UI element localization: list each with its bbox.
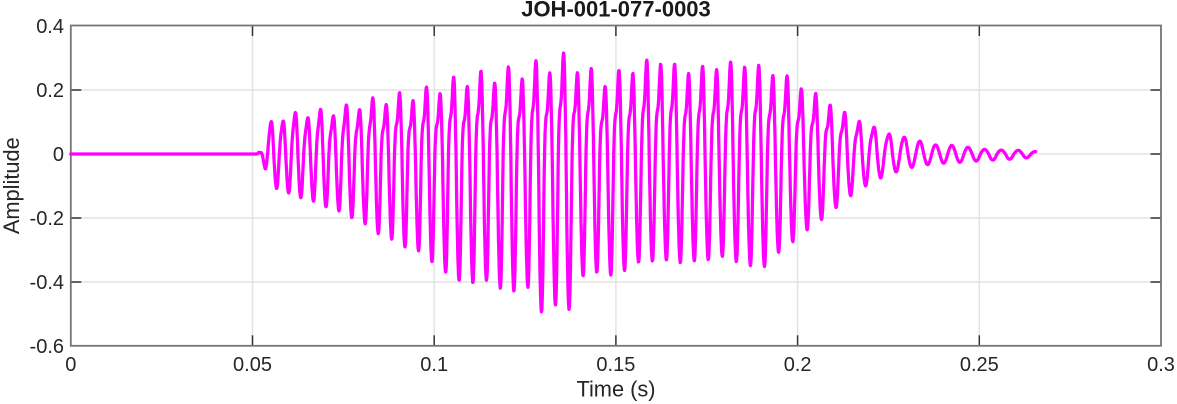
svg-text:0: 0: [65, 354, 76, 376]
svg-text:0.2: 0.2: [784, 354, 812, 376]
svg-text:0.1: 0.1: [420, 354, 448, 376]
svg-text:-0.6: -0.6: [30, 336, 64, 358]
svg-text:-0.2: -0.2: [30, 208, 64, 230]
svg-text:0.15: 0.15: [596, 354, 635, 376]
svg-text:0.25: 0.25: [960, 354, 999, 376]
svg-text:Amplitude: Amplitude: [0, 137, 24, 234]
svg-text:0.2: 0.2: [36, 80, 64, 102]
svg-text:0.3: 0.3: [1147, 354, 1175, 376]
svg-text:0: 0: [53, 144, 64, 166]
svg-text:Time (s): Time (s): [576, 377, 655, 402]
svg-text:0.05: 0.05: [233, 354, 272, 376]
svg-text:JOH-001-077-0003: JOH-001-077-0003: [521, 0, 711, 22]
svg-text:0.4: 0.4: [36, 16, 64, 38]
svg-text:-0.4: -0.4: [30, 272, 64, 294]
